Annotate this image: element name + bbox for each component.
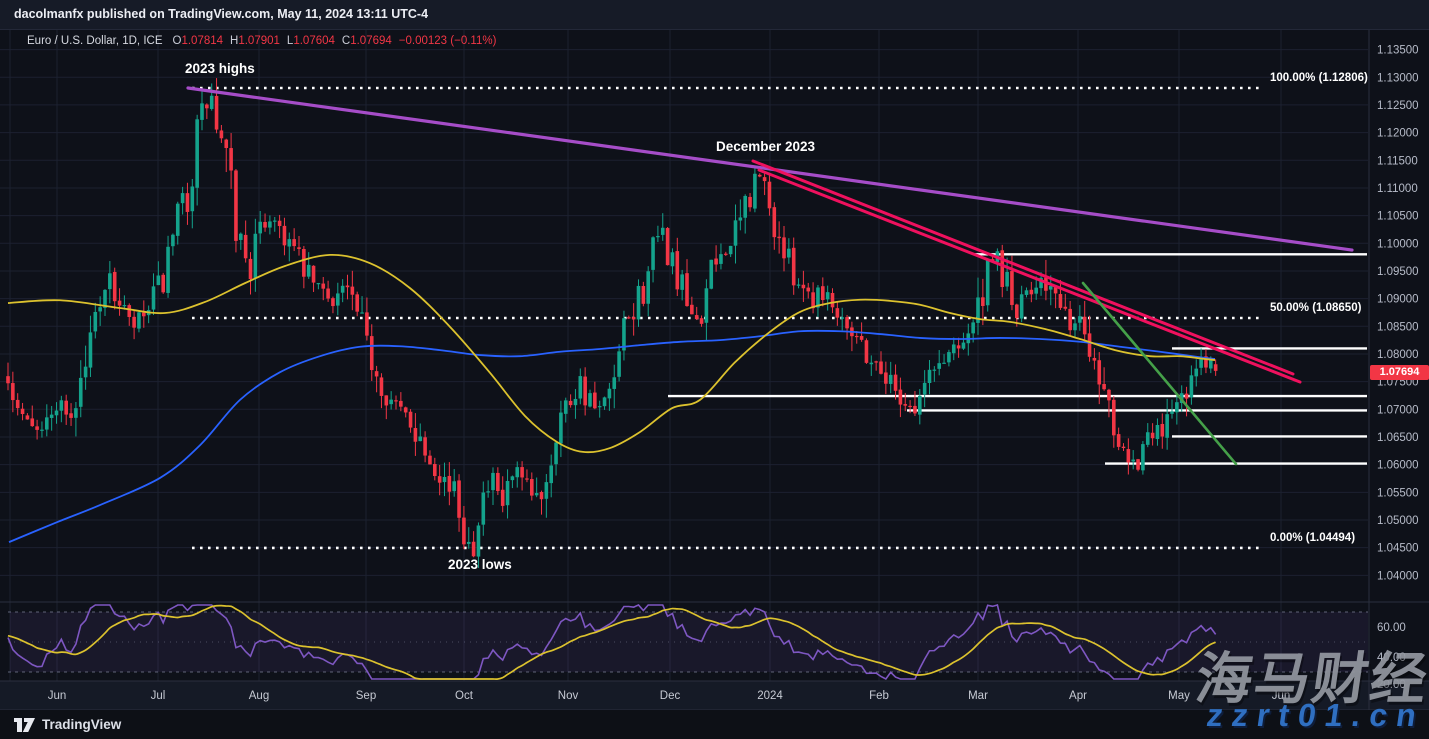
svg-text:1.11000: 1.11000: [1377, 183, 1418, 195]
svg-text:40.00: 40.00: [1377, 652, 1406, 664]
svg-text:20.00: 20.00: [1377, 679, 1406, 691]
svg-text:May: May: [1168, 690, 1190, 702]
svg-text:Jul: Jul: [151, 690, 166, 702]
tradingview-logo-icon: [14, 717, 35, 732]
svg-text:1.08500: 1.08500: [1377, 321, 1419, 333]
svg-text:1.08000: 1.08000: [1377, 349, 1419, 361]
annotation-2023-lows: 2023 lows: [448, 557, 512, 572]
svg-text:1.11500: 1.11500: [1377, 155, 1418, 167]
current-price-badge: 1.07694: [1370, 365, 1429, 380]
svg-text:1.10000: 1.10000: [1377, 238, 1419, 250]
watermark-url-text: zzrt01.cn: [1204, 697, 1428, 733]
svg-text:1.06000: 1.06000: [1377, 460, 1419, 472]
ohlc-low-label: L: [286, 35, 294, 47]
ohlc-low-value: 1.07604: [293, 35, 335, 47]
svg-text:1.04000: 1.04000: [1377, 570, 1419, 582]
svg-text:1.04500: 1.04500: [1377, 543, 1419, 555]
svg-text:1.05500: 1.05500: [1377, 487, 1419, 499]
svg-text:1.12000: 1.12000: [1377, 128, 1419, 140]
svg-text:Mar: Mar: [968, 690, 988, 702]
svg-text:60.00: 60.00: [1377, 622, 1406, 634]
publish-info-text: dacolmanfx published on TradingView.com,…: [14, 7, 429, 21]
ohlc-high-value: 1.07901: [238, 35, 280, 47]
footer-bar: TradingView: [0, 710, 1429, 739]
publish-info-bar: dacolmanfx published on TradingView.com,…: [0, 0, 1429, 30]
tradingview-logo[interactable]: TradingView: [14, 717, 121, 732]
ohlc-close-value: 1.07694: [350, 35, 392, 47]
ohlc-open-value: 1.07814: [181, 35, 224, 47]
svg-text:1.12500: 1.12500: [1377, 100, 1419, 112]
ohlc-open-label: O: [172, 35, 182, 47]
ohlc-high-label: H: [230, 35, 239, 47]
svg-text:1.06500: 1.06500: [1377, 432, 1419, 444]
svg-text:Dec: Dec: [660, 690, 681, 702]
svg-text:Apr: Apr: [1069, 690, 1087, 702]
svg-text:1.13000: 1.13000: [1377, 72, 1419, 84]
svg-text:Jun: Jun: [48, 690, 67, 702]
change-value: −0.00123 (−0.11%): [398, 35, 497, 47]
fib-label-50: 50.00% (1.08650): [1270, 301, 1362, 314]
svg-text:Nov: Nov: [558, 690, 579, 702]
annotation-2023-highs: 2023 highs: [185, 61, 255, 76]
tradingview-logo-text: TradingView: [42, 717, 122, 732]
ohlc-close-label: C: [341, 35, 351, 47]
symbol-legend[interactable]: Euro / U.S. Dollar, 1D, ICE O1.07814 H1.07…: [27, 35, 496, 47]
fib-label-100: 100.00% (1.12806): [1270, 72, 1368, 84]
svg-text:Sep: Sep: [356, 690, 376, 702]
svg-text:1.10500: 1.10500: [1377, 211, 1419, 223]
svg-text:1.13500: 1.13500: [1377, 45, 1419, 57]
svg-text:Aug: Aug: [249, 690, 269, 702]
annotation-december-2023: December 2023: [716, 139, 816, 154]
svg-text:Feb: Feb: [869, 690, 889, 702]
svg-text:1.09500: 1.09500: [1377, 266, 1419, 278]
svg-text:1.07000: 1.07000: [1377, 404, 1419, 416]
symbol-title: Euro / U.S. Dollar, 1D, ICE: [27, 35, 163, 47]
svg-text:2024: 2024: [757, 690, 783, 702]
svg-text:1.05000: 1.05000: [1377, 515, 1419, 527]
svg-text:Oct: Oct: [455, 690, 474, 702]
svg-text:1.09000: 1.09000: [1377, 294, 1419, 306]
svg-text:Jun: Jun: [1272, 690, 1291, 702]
fib-label-0: 0.00% (1.04494): [1270, 531, 1356, 544]
